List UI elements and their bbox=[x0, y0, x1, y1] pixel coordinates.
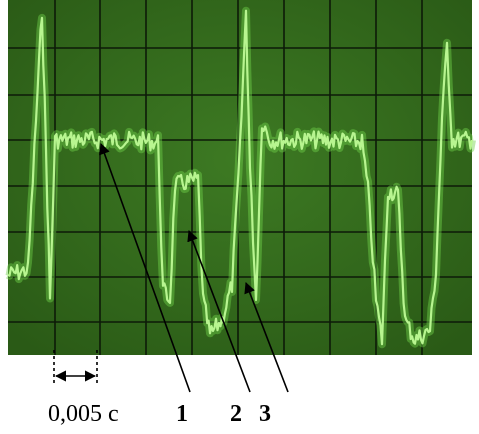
waveform-line bbox=[7, 9, 474, 346]
marker-label: 2 bbox=[230, 401, 242, 427]
screen-grid bbox=[8, 0, 472, 355]
waveform bbox=[5, 6, 476, 349]
arrow-2 bbox=[187, 229, 251, 393]
scale-label: 0,005 с bbox=[48, 401, 119, 427]
marker-label: 3 bbox=[259, 401, 271, 427]
marker-label: 1 bbox=[176, 401, 188, 427]
pointer-arrows bbox=[99, 142, 289, 393]
time-scale bbox=[53, 350, 98, 384]
oscilloscope-screen bbox=[8, 0, 472, 355]
arrow-3 bbox=[244, 281, 289, 393]
arrow-1 bbox=[99, 142, 191, 393]
